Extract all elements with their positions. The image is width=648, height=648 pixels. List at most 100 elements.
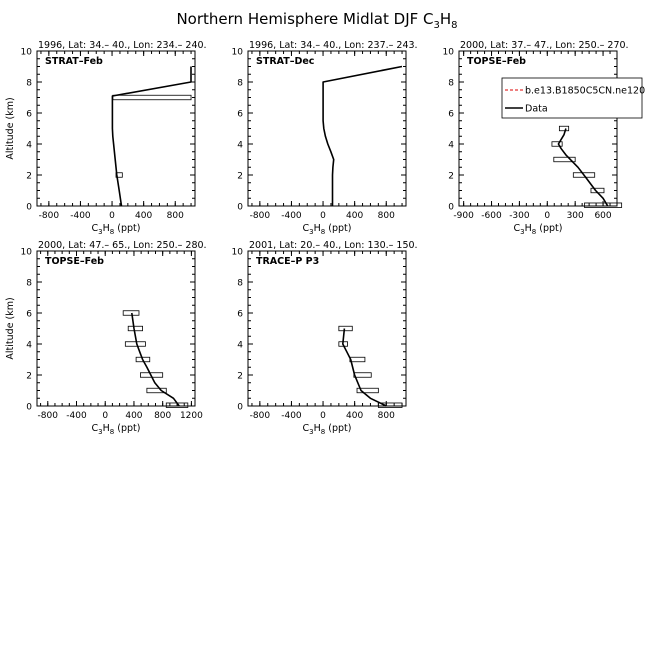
obs-range-bar (584, 202, 623, 208)
x-label-sub-3: 3 (98, 428, 102, 436)
obs-range-bar (558, 125, 570, 132)
plot-frame (36, 50, 196, 207)
x-tick-label: 400 (346, 211, 363, 221)
y-tick-label: 6 (26, 110, 32, 120)
profile-line (341, 328, 387, 407)
obs-range-bar (551, 141, 563, 147)
x-tick-label: 800 (167, 211, 184, 221)
x-label-unit: (ppt) (114, 223, 140, 234)
y-tick-label: 2 (26, 172, 32, 182)
plot-frame (36, 250, 196, 407)
x-tick-label: -800 (39, 211, 60, 221)
panel-header: 2001, Lat: 20.– 40., Lon: 130.– 150. (249, 240, 418, 251)
x-tick-label: -900 (453, 211, 474, 221)
y-tick-label: 0 (26, 203, 32, 213)
x-label-sub-8: 8 (321, 228, 325, 236)
x-label-sub-8: 8 (110, 428, 114, 436)
obs-range-bar (122, 310, 140, 316)
plot-frame (247, 250, 407, 407)
figure-title-sub-8: 8 (451, 20, 457, 31)
y-tick-label: 10 (232, 48, 244, 58)
x-tick-label: -800 (250, 211, 271, 221)
x-label-c: C (92, 423, 99, 434)
x-label-unit: (ppt) (114, 423, 140, 434)
profile-line (322, 65, 403, 206)
y-tick-label: 10 (21, 248, 33, 258)
y-tick-label: 2 (26, 372, 32, 382)
y-axis-label: Altitude (km) (5, 297, 16, 359)
legend-label: Data (525, 104, 548, 115)
x-tick-label: -600 (481, 211, 502, 221)
x-label-c: C (92, 223, 99, 234)
x-tick-label: 800 (154, 411, 171, 421)
x-tick-label: 600 (594, 211, 611, 221)
x-axis-label: C3H8 (ppt) (303, 223, 352, 236)
x-tick-label: 800 (378, 211, 395, 221)
obs-range-bar (112, 94, 192, 101)
y-tick-label: 0 (237, 203, 243, 213)
y-tick-label: 8 (237, 279, 243, 289)
y-tick-label: 10 (232, 248, 244, 258)
x-tick-label: 0 (102, 411, 108, 421)
x-label-c: C (303, 223, 310, 234)
x-tick-label: 0 (320, 411, 326, 421)
panel-header: 2000, Lat: 37.– 47., Lon: 250.– 270. (460, 40, 629, 51)
panel-header: 1996, Lat: 34.– 40., Lon: 234.– 240. (38, 40, 207, 51)
x-axis-label: C3H8 (ppt) (514, 223, 563, 236)
obs-range-bar (353, 372, 372, 378)
profile-line (557, 128, 609, 207)
y-tick-label: 6 (237, 110, 243, 120)
y-tick-label: 8 (237, 79, 243, 89)
y-tick-label: 0 (237, 403, 243, 413)
x-label-unit: (ppt) (536, 223, 562, 234)
x-label-c: C (514, 223, 521, 234)
x-label-h: H (103, 423, 110, 434)
x-label-h: H (314, 223, 321, 234)
y-tick-label: 2 (237, 172, 243, 182)
x-axis-label: C3H8 (ppt) (303, 423, 352, 436)
x-label-sub-3: 3 (520, 228, 524, 236)
plot-frame (247, 50, 407, 207)
obs-range-bar (553, 156, 576, 163)
x-label-unit: (ppt) (325, 423, 351, 434)
x-label-sub-3: 3 (309, 428, 313, 436)
legend-box (501, 77, 643, 119)
profile-line (111, 66, 192, 207)
x-tick-label: 0 (109, 211, 115, 221)
y-tick-label: 4 (448, 141, 454, 151)
x-label-sub-8: 8 (110, 228, 114, 236)
y-tick-label: 6 (237, 310, 243, 320)
y-tick-label: 0 (448, 203, 454, 213)
panel-5: 2001, Lat: 20.– 40., Lon: 130.– 150. TRAC… (232, 240, 418, 436)
x-tick-label: 1200 (180, 411, 203, 421)
y-axis-label: Altitude (km) (5, 97, 16, 159)
x-label-sub-8: 8 (532, 228, 536, 236)
obs-range-bar (349, 356, 366, 363)
campaign-label: TOPSE–Feb (45, 256, 104, 267)
obs-range-bar (377, 402, 403, 408)
y-tick-label: 4 (26, 341, 32, 351)
x-tick-label: -800 (250, 411, 271, 421)
y-tick-label: 4 (237, 341, 243, 351)
y-tick-label: 2 (448, 172, 454, 182)
x-tick-label: -400 (281, 211, 302, 221)
panel-header: 2000, Lat: 47.– 65., Lon: 250.– 280. (38, 240, 207, 251)
x-label-sub-8: 8 (321, 428, 325, 436)
x-label-h: H (525, 223, 532, 234)
figure-title-sub-3: 3 (434, 20, 440, 31)
obs-range-bar (127, 325, 143, 332)
y-tick-label: 4 (26, 141, 32, 151)
figure-title: Northern Hemisphere Midlat DJF C3H8 (176, 10, 457, 31)
x-label-h: H (103, 223, 110, 234)
x-tick-label: -400 (70, 211, 91, 221)
x-tick-label: 300 (567, 211, 584, 221)
y-tick-label: 2 (237, 372, 243, 382)
profile-line (131, 312, 180, 407)
campaign-label: STRAT–Dec (256, 56, 314, 67)
obs-range-bar (146, 387, 167, 394)
y-tick-label: 8 (26, 79, 32, 89)
panel-header: 1996, Lat: 34.– 40., Lon: 237.– 243. (249, 40, 418, 51)
x-label-sub-3: 3 (98, 228, 102, 236)
campaign-label: TOPSE–Feb (467, 56, 526, 67)
